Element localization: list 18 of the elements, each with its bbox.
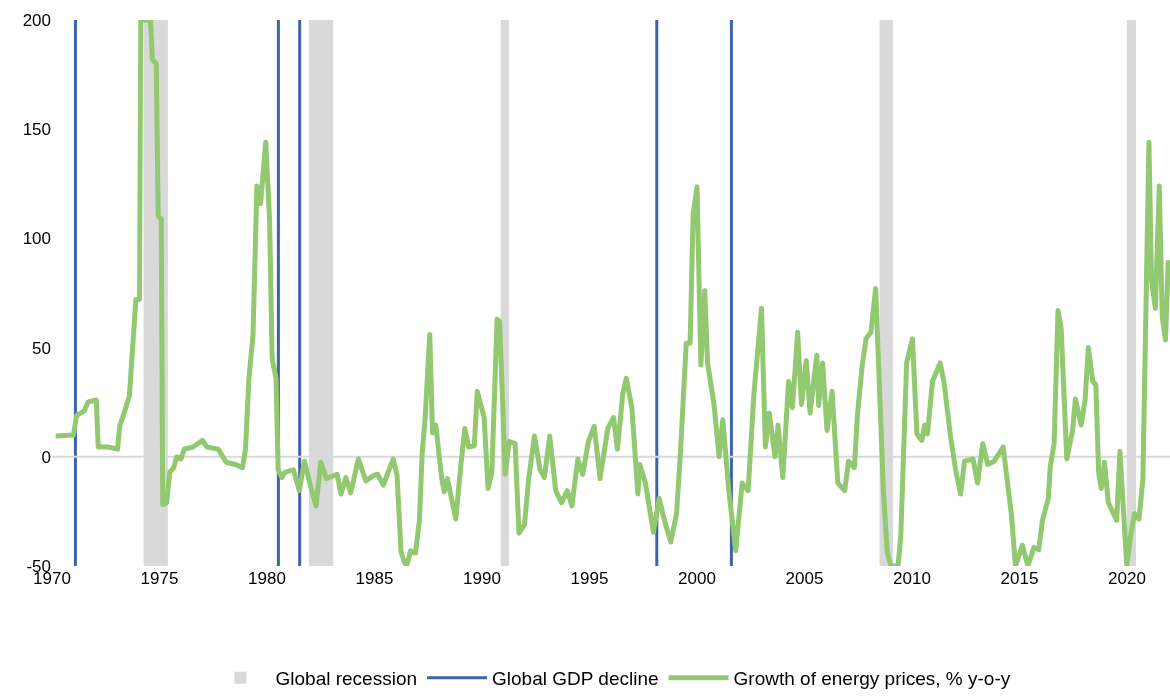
y-tick-label: 100: [22, 229, 51, 249]
x-tick-label: 2020: [1108, 569, 1146, 588]
x-tick-label: 2000: [678, 569, 716, 588]
legend-label: Growth of energy prices, % y-o-y: [733, 668, 1011, 690]
x-tick-label: 2005: [785, 569, 824, 588]
y-tick-label: 0: [41, 447, 51, 467]
x-tick-label: 1990: [463, 569, 501, 588]
x-tick-label: 1980: [248, 569, 286, 588]
x-tick-label: 2010: [893, 569, 931, 588]
y-tick-label: 200: [22, 10, 51, 30]
y-tick-label: 50: [32, 338, 51, 358]
x-tick-label: 1995: [570, 569, 609, 588]
legend-label: Global recession: [275, 668, 418, 690]
x-tick-label: 1985: [355, 569, 394, 588]
legend-label: Global GDP decline: [492, 668, 659, 690]
x-tick-label: 1975: [140, 569, 179, 588]
x-tick-label: 2015: [1000, 569, 1039, 588]
y-tick-label: 150: [22, 120, 51, 140]
